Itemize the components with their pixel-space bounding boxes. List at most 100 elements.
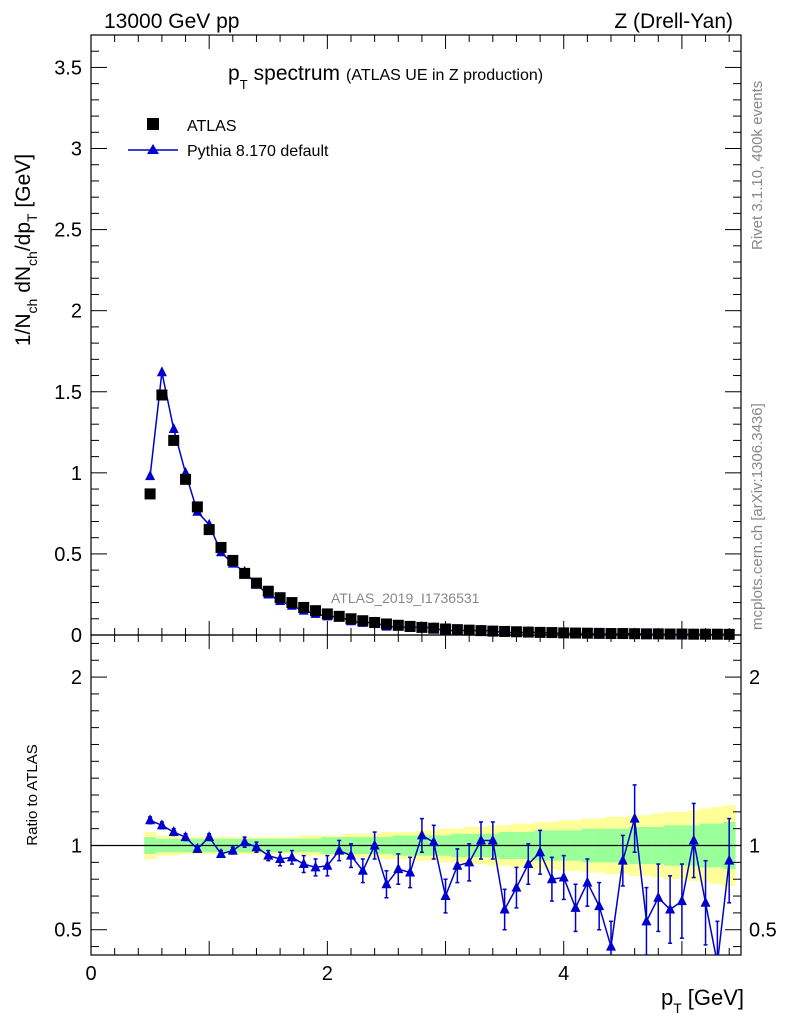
data-main-point [416,621,428,633]
mc-ratio-point [216,847,226,858]
mc-ratio-point [263,849,274,860]
mc-ratio-point [156,819,167,830]
legend-pythia-label: Pythia 8.170 default [187,143,329,160]
ratio-y-tick-label-right: 1 [749,836,760,858]
mc-ratio-point [251,841,262,852]
x-tick-label: 0 [85,963,96,985]
mc-ratio-point [440,890,451,901]
data-main-point [286,597,298,609]
data-main-point [570,627,582,639]
data-main-point [711,628,723,640]
data-main-point [310,605,322,617]
data-main-point [723,628,735,640]
data-main-point [451,624,463,636]
main-y-tick-label: 1 [71,463,82,485]
data-main-point [463,624,475,636]
mc-ratio-series [145,784,735,955]
data-main-point [605,628,617,640]
data-main-point [144,488,156,500]
mc-ratio-point [606,940,616,951]
mc-ratio-point [346,849,356,860]
mc-main-point [145,470,156,481]
process-label: Z (Drell-Yan) [614,10,733,33]
mc-ratio-point [334,844,345,855]
data-main-point [700,628,712,640]
data-main-point [593,627,605,639]
mc-ratio-point [357,864,368,875]
mc-ratio-point [676,895,687,906]
rivet-version-text: Rivet 3.1.10, 400k events [749,81,766,250]
data-main-point [239,567,251,579]
legend-pythia-marker [147,144,159,154]
legend: ATLAS Pythia 8.170 default [128,118,329,160]
main-y-tick-label: 1.5 [54,382,82,404]
mc-ratio-point [570,901,581,912]
data-main-point [510,626,522,638]
mc-ratio-point [499,903,510,914]
mc-ratio-point [700,896,711,907]
data-main-point [664,628,676,640]
mc-ratio-point [511,881,522,892]
data-main-point [369,617,381,629]
mc-ratio-point [180,831,191,842]
main-y-tick-label: 0 [71,625,82,647]
data-main-point [617,628,629,640]
data-main-point [546,627,558,639]
main-y-tick-label: 3.5 [54,57,82,79]
mc-ratio-point [452,859,463,870]
data-main-point [676,628,688,640]
ratio-y-tick-label: 0.5 [54,920,82,942]
data-main-point [203,524,215,536]
data-main-point [262,585,274,597]
mc-ratio-point [688,834,699,845]
data-main-point [404,620,416,632]
data-main-point [250,577,262,589]
mc-ratio-point [724,854,735,865]
data-main-point [629,628,641,640]
data-main-point [227,554,239,566]
mc-ratio-point [641,915,652,926]
data-main-point [357,615,369,627]
mc-ratio-point [145,814,156,825]
energy-label: 13000 GeV pp [104,10,239,33]
data-main-point [392,619,404,631]
mc-ratio-point [653,891,664,902]
data-main-point [168,434,180,446]
mc-ratio-point [558,871,569,882]
x-tick-label: 2 [322,963,333,985]
mc-ratio-point [629,812,640,823]
main-y-axis-label: 1/Nch dNch/dpT [GeV] [12,154,40,346]
data-main-point [499,625,511,637]
data-main-point [380,618,392,630]
mc-ratio-point [665,903,676,914]
analysis-id: ATLAS_2019_I1736531 [331,590,480,606]
data-main-point [274,592,286,604]
mc-ratio-point [310,861,321,872]
data-main-point [345,613,357,625]
mc-ratio-point [535,846,546,857]
mc-ratio-point [582,876,593,887]
mc-ratio-point [416,829,427,840]
data-main-point [321,608,333,620]
data-main-point [180,473,192,485]
data-main-point [487,625,499,637]
mc-ratio-point [322,859,333,870]
mc-main-point [168,423,179,434]
mc-ratio-point [227,844,238,855]
mcplots-credit-text: mcplots.cern.ch [arXiv:1306.3436] [749,403,766,630]
data-main-point [581,627,593,639]
data-main-point [652,628,664,640]
data-main-point [428,622,440,634]
mc-ratio-point [239,836,250,847]
ratio-y-axis-label: Ratio to ATLAS [24,744,41,845]
data-main-point [156,389,168,401]
mc-ratio-point [275,853,286,863]
main-y-tick-label: 2.5 [54,220,82,242]
mc-ratio-point [594,900,605,911]
mc-main-point [156,366,167,377]
mc-ratio-point [464,856,475,867]
mc-ratio-point [428,836,439,847]
data-main-point [640,628,652,640]
